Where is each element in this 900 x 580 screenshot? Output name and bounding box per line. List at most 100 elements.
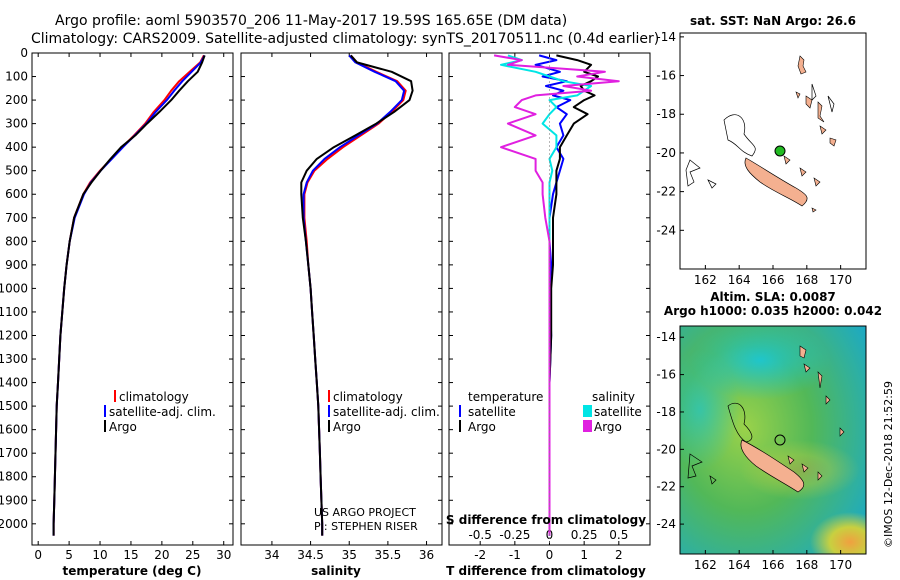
depth-tick-label: 700 (5, 211, 28, 225)
sst-map-title: sat. SST: NaN Argo: 26.6 (690, 14, 856, 28)
map-lat-label: -16 (656, 368, 676, 382)
profile-location-marker (774, 145, 786, 157)
legend-label-s-argo: Argo (594, 420, 622, 434)
depth-tick-label: 1100 (0, 305, 28, 319)
sst-map-frame (679, 32, 867, 270)
depth-tick-label: 900 (5, 258, 28, 272)
x-tick-label: -2 (474, 548, 486, 562)
difference-xlabel-top: S difference from climatology (446, 513, 646, 527)
legend-label-climatology: climatology (333, 390, 403, 404)
series-line-argo (300, 54, 414, 536)
depth-tick-label: 0 (20, 46, 28, 60)
map-lat-label: -20 (656, 442, 676, 456)
imos-credit: ©IMOS 12-Dec-2018 21:52:59 (882, 381, 895, 548)
legend-swatch-s-argo (583, 420, 592, 432)
legend-swatch-argo (104, 420, 106, 432)
map-lat-label: -14 (656, 330, 676, 344)
x-tick-label: 36 (419, 548, 434, 562)
difference-xlabel: T difference from climatology (446, 564, 646, 578)
map-lat-label: -16 (656, 69, 676, 83)
legend-swatch-t-satellite (459, 405, 461, 417)
depth-tick-label: 1300 (0, 352, 28, 366)
sla-map-title: Altim. SLA: 0.0087 (710, 290, 836, 304)
legend-label-t-argo: Argo (468, 420, 496, 434)
project-annotation: US ARGO PROJECT (314, 506, 416, 519)
depth-axis: 0 100 200 300 400 500 600 700 800 900 1000 1100 1200… (0, 46, 650, 531)
sst-map-axes: 162 164 166 168 170 -14 -16 -18 -20 -22 -24 (656, 30, 852, 287)
x-tick-label: 35.5 (375, 548, 402, 562)
x-tick-label: 34 (264, 548, 279, 562)
map-lon-label: 170 (829, 273, 852, 287)
x-tick-label: 30 (216, 548, 231, 562)
series-line-salinity-argo (493, 54, 620, 536)
x-tick-label: 1 (580, 548, 588, 562)
reef-outlines (685, 83, 835, 189)
series-line-temperature-satellite (534, 54, 572, 536)
figure-title-line1: Argo profile: aoml 5903570_206 11-May-20… (55, 13, 567, 29)
map-lon-label: 166 (762, 273, 785, 287)
x-tick-label: 0.25 (571, 528, 598, 542)
x-tick-label: 35 (342, 548, 357, 562)
depth-tick-label: 1400 (0, 376, 28, 390)
legend-label-argo: Argo (333, 420, 361, 434)
vanuatu-islands (795, 55, 837, 147)
difference-legend: temperature satellite Argo salinity sate… (459, 390, 642, 434)
salinity-xlabel: salinity (311, 564, 361, 578)
depth-tick-label: 1500 (0, 399, 28, 413)
legend-label-t-satellite: satellite (468, 405, 516, 419)
sla-map-subtitle: Argo h1000: 0.035 h2000: 0.042 (664, 304, 882, 318)
new-caledonia (740, 439, 805, 493)
legend-swatch-satellite (328, 405, 330, 417)
x-tick-label: 10 (92, 548, 107, 562)
legend-label-satellite: satellite-adj. clim. (109, 405, 216, 419)
legend-label-climatology: climatology (119, 390, 189, 404)
vanuatu-islands (799, 345, 845, 437)
profile-location-marker (774, 434, 786, 446)
depth-tick-label: 1900 (0, 493, 28, 507)
series-line-climatology (52, 54, 205, 536)
depth-tick-label: 1700 (0, 446, 28, 460)
sla-field (680, 326, 866, 554)
x-tick-label: -1 (509, 548, 521, 562)
depth-tick-label: 1200 (0, 328, 28, 342)
sla-high-patch (810, 512, 866, 554)
loyalty-islands (787, 455, 823, 481)
map-lat-label: -14 (656, 30, 676, 44)
sla-low-patch-west (680, 350, 740, 470)
legend-swatch-argo (328, 420, 330, 432)
temperature-panel (31, 52, 234, 546)
map-lat-label: -18 (656, 405, 676, 419)
x-tick-label: 2 (615, 548, 623, 562)
legend-title-temperature: temperature (468, 390, 543, 404)
legend-label-s-satellite: satellite (594, 405, 642, 419)
x-tick-label: 0.5 (609, 528, 628, 542)
legend-swatch-satellite (104, 405, 106, 417)
depth-tick-label: 800 (5, 234, 28, 248)
legend-swatch-s-satellite (583, 405, 592, 417)
depth-tick-label: 600 (5, 187, 28, 201)
difference-plot: -2 -1 0 1 2-0.5 -0.25 0 0.25 0.5 (468, 53, 628, 562)
series-line-satellite-adj-clim- (302, 54, 406, 536)
map-lon-label: 164 (728, 273, 751, 287)
x-tick-label: 5 (65, 548, 73, 562)
map-lat-label: -24 (656, 223, 676, 237)
temperature-legend: climatology satellite-adj. clim. Argo (104, 390, 216, 434)
legend-label-satellite: satellite-adj. clim. (333, 405, 440, 419)
salinity-legend: climatology satellite-adj. clim. Argo US… (314, 390, 440, 533)
map-lon-label: 168 (795, 273, 818, 287)
x-tick-label: 25 (185, 548, 200, 562)
salinity-panel (240, 52, 443, 546)
x-tick-label: 34.5 (297, 548, 324, 562)
map-lon-label: 168 (795, 558, 818, 572)
x-tick-label: 0 (34, 548, 42, 562)
x-tick-label: 20 (154, 548, 169, 562)
figure-title-line2: Climatology: CARS2009. Satellite-adjuste… (31, 31, 659, 47)
depth-tick-label: 200 (5, 93, 28, 107)
legend-label-argo: Argo (109, 420, 137, 434)
legend-title-salinity: salinity (592, 390, 635, 404)
legend-swatch-climatology (328, 390, 330, 402)
depth-tick-label: 100 (5, 70, 28, 84)
salinity-plot: 34 34.5 35 35.5 36 (264, 53, 434, 562)
sla-high-patch-center (740, 440, 860, 500)
